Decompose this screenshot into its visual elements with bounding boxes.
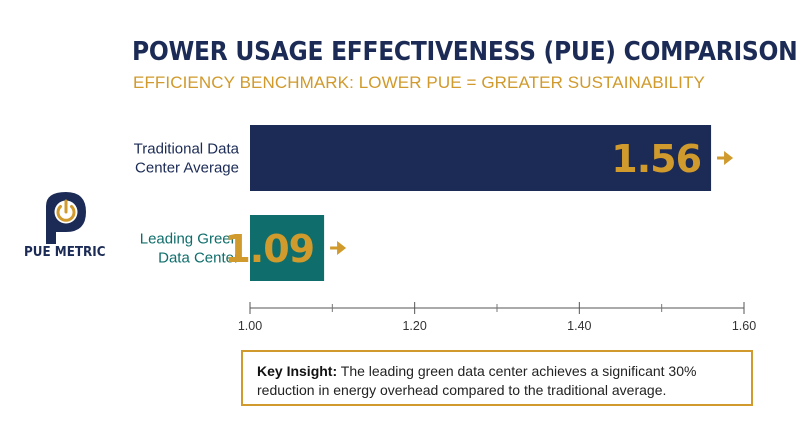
data-label: 1.56 [611, 137, 701, 181]
data-label: 1.09 [224, 227, 314, 271]
power-icon-arc [56, 205, 76, 222]
logo-label: PUE METRIC [24, 245, 106, 260]
bar-chart: Traditional Data Center Average 1.56 Leadin… [134, 125, 756, 333]
bar-1 [250, 215, 325, 281]
x-tick-label: 1.60 [732, 319, 756, 333]
category-label: Data Center [158, 250, 239, 267]
power-icon [46, 192, 86, 244]
category-label: Leading Green [140, 231, 239, 248]
chart-subtitle: EFFICIENCY BENCHMARK: LOWER PUE = GREATE… [133, 73, 705, 92]
chart-title: POWER USAGE EFFECTIVENESS (PUE) COMPARIS… [132, 37, 798, 67]
insight-lead: Key Insight: [257, 363, 338, 379]
x-tick-label: 1.00 [238, 319, 262, 333]
x-tick-label: 1.20 [402, 319, 426, 333]
insight-text: The leading green data center achieves a… [257, 363, 697, 398]
arrow-head [724, 151, 734, 165]
x-tick-label: 1.40 [567, 319, 591, 333]
bar-0 [250, 125, 712, 191]
category-label: Traditional Data [134, 141, 240, 158]
category-label: Center Average [135, 160, 239, 177]
arrow-head [337, 241, 347, 255]
key-insight-box: Key Insight: The leading green data cent… [241, 350, 753, 406]
